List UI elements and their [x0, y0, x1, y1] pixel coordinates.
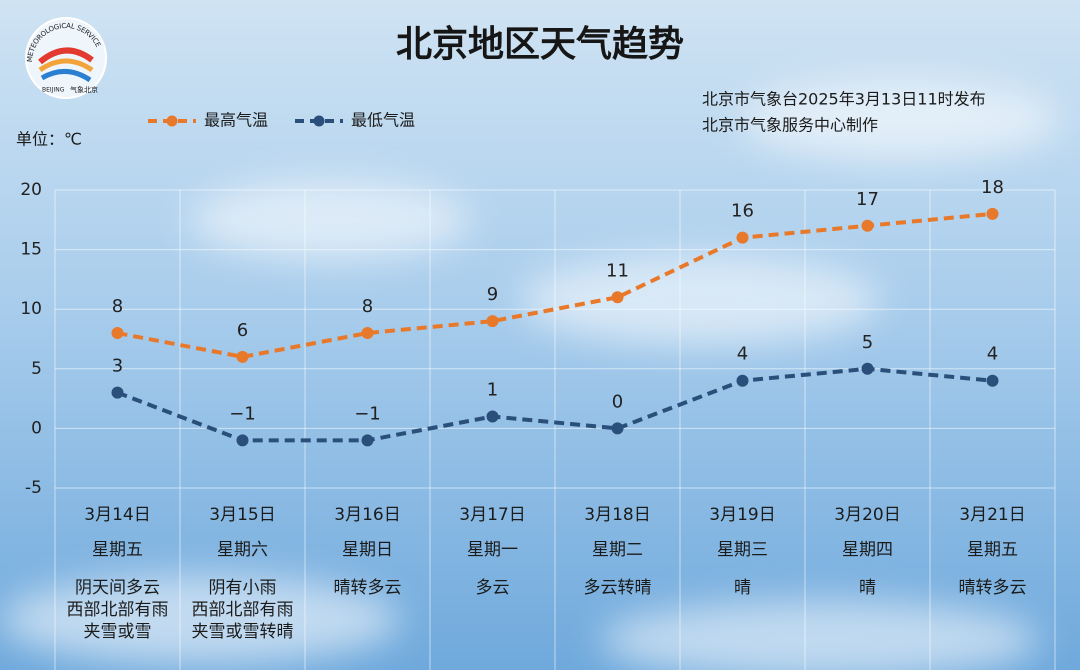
legend-marker [313, 115, 325, 127]
data-label: 4 [737, 344, 748, 365]
data-point [736, 374, 749, 387]
data-label: 6 [237, 320, 248, 341]
data-point [986, 207, 999, 220]
weather-label: 晴 [734, 578, 751, 598]
chart-title: 北京地区天气趋势 [396, 23, 684, 65]
data-label: 1 [487, 379, 498, 400]
weekday-label: 星期日 [342, 540, 393, 560]
weekday-label: 星期五 [967, 540, 1018, 560]
data-label: 17 [856, 189, 879, 210]
weather-label: 阴有小雨 [209, 578, 277, 598]
weather-label: 西部北部有雨 [67, 600, 169, 620]
data-label: 0 [612, 391, 623, 412]
y-tick-label: 0 [31, 418, 42, 438]
series-line [117, 211, 993, 359]
data-point [861, 362, 874, 375]
logo-text: BEIJING [42, 87, 65, 94]
x-tick-label: 3月20日 [834, 505, 900, 525]
weather-label: 晴转多云 [334, 578, 402, 598]
data-point [361, 327, 374, 340]
data-point [486, 410, 499, 423]
x-tick-label: 3月16日 [334, 505, 400, 525]
weekday-label: 星期二 [592, 540, 643, 560]
x-tick-label: 3月19日 [709, 505, 775, 525]
data-label: 18 [981, 177, 1004, 198]
weather-label: 夹雪或雪转晴 [192, 622, 294, 642]
legend-label: 最高气温 [204, 111, 268, 130]
weather-label: 夹雪或雪 [84, 622, 152, 642]
data-point [736, 231, 749, 244]
logo: METEOROLOGICAL SERVICE BEIJING 气象北京 [25, 17, 107, 99]
weekday-label: 星期三 [717, 540, 768, 560]
weather-label: 晴 [859, 578, 876, 598]
data-point [111, 327, 124, 340]
series-line [116, 366, 993, 443]
y-tick-label: 10 [20, 299, 42, 319]
x-tick-label: 3月17日 [459, 505, 525, 525]
data-point [236, 350, 249, 363]
y-tick-label: 15 [20, 240, 42, 260]
weather-label: 西部北部有雨 [192, 600, 294, 620]
publisher: 北京市气象台2025年3月13日11时发布 [702, 90, 986, 109]
data-point [236, 434, 249, 447]
data-label: 4 [987, 344, 998, 365]
x-tick-label: 3月14日 [84, 505, 150, 525]
data-label: −1 [354, 403, 381, 424]
data-label: 5 [862, 332, 873, 353]
data-label: 11 [606, 260, 629, 281]
weather-label: 多云转晴 [584, 578, 652, 598]
data-label: −1 [229, 403, 256, 424]
weekday-label: 星期一 [467, 540, 518, 560]
data-label: 9 [487, 284, 498, 305]
weather-label: 晴转多云 [959, 578, 1027, 598]
weather-label: 多云 [476, 578, 510, 598]
data-label: 16 [731, 201, 754, 222]
data-point [361, 434, 374, 447]
data-point [486, 315, 499, 328]
data-point [861, 219, 874, 232]
weekday-label: 星期六 [217, 540, 268, 560]
data-point [111, 386, 124, 399]
x-tick-label: 3月15日 [209, 505, 275, 525]
weekday-label: 星期五 [92, 540, 143, 560]
y-tick-label: 5 [31, 359, 42, 379]
x-tick-label: 3月21日 [959, 505, 1025, 525]
unit-label: 单位：℃ [16, 130, 82, 149]
data-label: 8 [362, 296, 373, 317]
weekday-label: 星期四 [842, 540, 893, 560]
y-tick-label: 20 [20, 180, 42, 200]
data-point [611, 422, 624, 435]
x-tick-label: 3月18日 [584, 505, 650, 525]
publisher: 北京市气象服务中心制作 [702, 116, 878, 135]
data-label: 3 [112, 356, 123, 377]
data-label: 8 [112, 296, 123, 317]
data-point [611, 291, 624, 304]
data-point [986, 374, 999, 387]
logo-text: 气象北京 [70, 85, 98, 94]
legend-label: 最低气温 [351, 111, 415, 130]
y-tick-label: -5 [25, 478, 42, 498]
legend-marker [166, 115, 178, 127]
weather-label: 阴天间多云 [75, 578, 160, 598]
